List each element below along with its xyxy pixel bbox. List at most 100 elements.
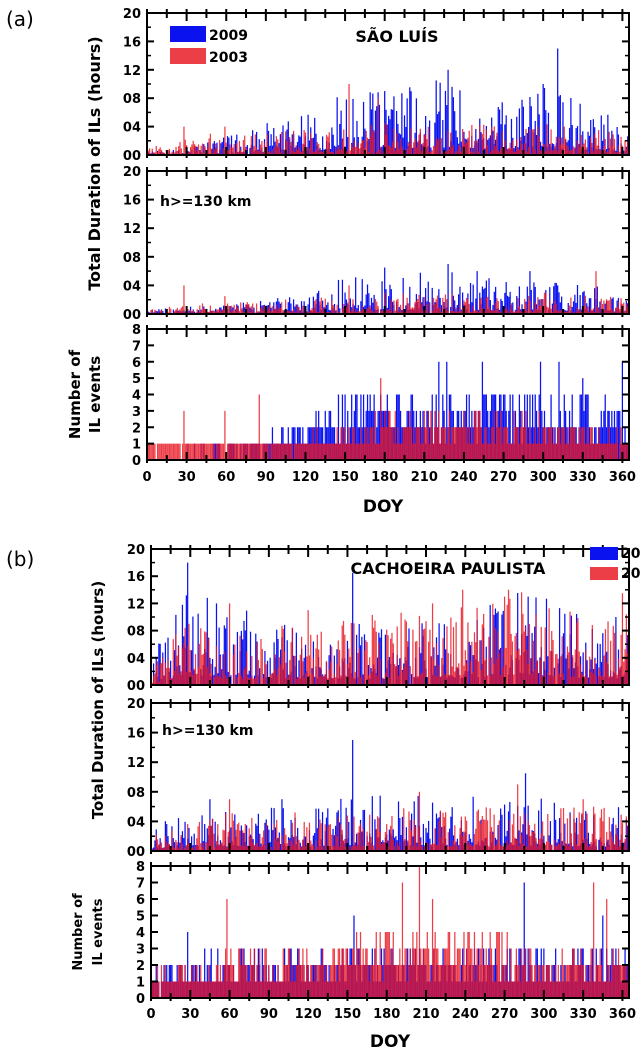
bar — [184, 965, 186, 998]
bar — [509, 394, 511, 460]
bar — [410, 427, 412, 460]
bar — [366, 642, 368, 685]
bar — [362, 140, 365, 155]
bar — [250, 136, 252, 155]
bar — [579, 146, 581, 155]
y-tick-label: 6 — [136, 893, 145, 908]
bar — [216, 443, 218, 461]
bar — [331, 300, 333, 314]
bar — [393, 846, 396, 851]
bar — [336, 150, 338, 155]
bar — [279, 152, 281, 155]
bar — [612, 427, 614, 460]
bar — [491, 310, 493, 314]
bar — [193, 144, 196, 155]
bar — [465, 297, 468, 314]
bar — [376, 657, 379, 685]
bar — [486, 820, 489, 851]
y-axis-title-count: Number of — [71, 893, 86, 971]
x-tick-label: 360 — [609, 470, 636, 485]
bar — [434, 932, 436, 998]
bar — [585, 843, 587, 851]
bar — [419, 410, 421, 461]
bar — [217, 309, 219, 314]
bar — [605, 152, 608, 155]
bar — [295, 678, 297, 685]
bar — [226, 847, 228, 851]
bar — [180, 148, 182, 155]
bar — [576, 140, 579, 155]
bar — [446, 846, 448, 851]
bar — [521, 99, 523, 155]
bar — [255, 981, 257, 998]
bar — [345, 807, 347, 851]
bar — [425, 427, 427, 460]
bar — [477, 809, 480, 851]
bar — [333, 673, 335, 685]
bar — [579, 822, 582, 851]
bar — [264, 948, 266, 998]
bar — [172, 309, 175, 314]
bar — [173, 847, 176, 851]
bar — [158, 443, 160, 461]
bar — [337, 640, 339, 685]
bar — [587, 677, 590, 685]
bar — [393, 965, 396, 998]
bar — [501, 443, 503, 461]
bar — [565, 965, 567, 998]
bar — [439, 810, 442, 851]
bar — [384, 267, 386, 314]
bar — [167, 149, 169, 155]
bar — [430, 410, 432, 461]
bar — [276, 819, 278, 851]
bar — [543, 427, 546, 460]
bar — [213, 141, 215, 155]
bar — [559, 144, 561, 155]
bar — [310, 132, 312, 155]
bar — [433, 843, 435, 851]
bar — [344, 292, 346, 314]
bar — [553, 286, 555, 314]
bar — [365, 948, 367, 998]
bar — [315, 149, 317, 155]
bar — [227, 676, 229, 685]
bar — [554, 427, 556, 460]
bar — [600, 149, 602, 155]
bar — [480, 640, 482, 685]
bar — [411, 394, 414, 460]
bar — [581, 813, 583, 851]
bar — [290, 948, 292, 998]
bar — [403, 427, 406, 460]
bar — [577, 617, 579, 685]
bar — [477, 410, 480, 461]
bar — [544, 981, 546, 998]
bar — [336, 836, 338, 851]
bar — [340, 965, 342, 998]
bar — [338, 846, 341, 851]
bar — [592, 308, 594, 314]
bar — [528, 825, 531, 851]
bar — [324, 824, 326, 851]
bar — [514, 965, 516, 998]
bar — [489, 151, 491, 155]
bar — [583, 143, 585, 155]
bar — [188, 310, 190, 314]
bar — [420, 653, 422, 685]
bar — [296, 141, 299, 155]
bar — [404, 948, 406, 998]
bar — [304, 836, 307, 851]
bar — [370, 427, 373, 460]
bar — [397, 665, 400, 685]
bar — [249, 948, 252, 998]
x-tick-label: 240 — [452, 1007, 479, 1022]
bar — [502, 667, 504, 685]
bar — [517, 298, 519, 314]
bar — [516, 116, 518, 155]
bar — [193, 311, 196, 314]
bar — [530, 290, 532, 314]
bar — [340, 149, 342, 155]
bar — [605, 148, 608, 155]
bar — [368, 151, 370, 155]
bar — [510, 842, 512, 851]
bar — [188, 151, 190, 155]
